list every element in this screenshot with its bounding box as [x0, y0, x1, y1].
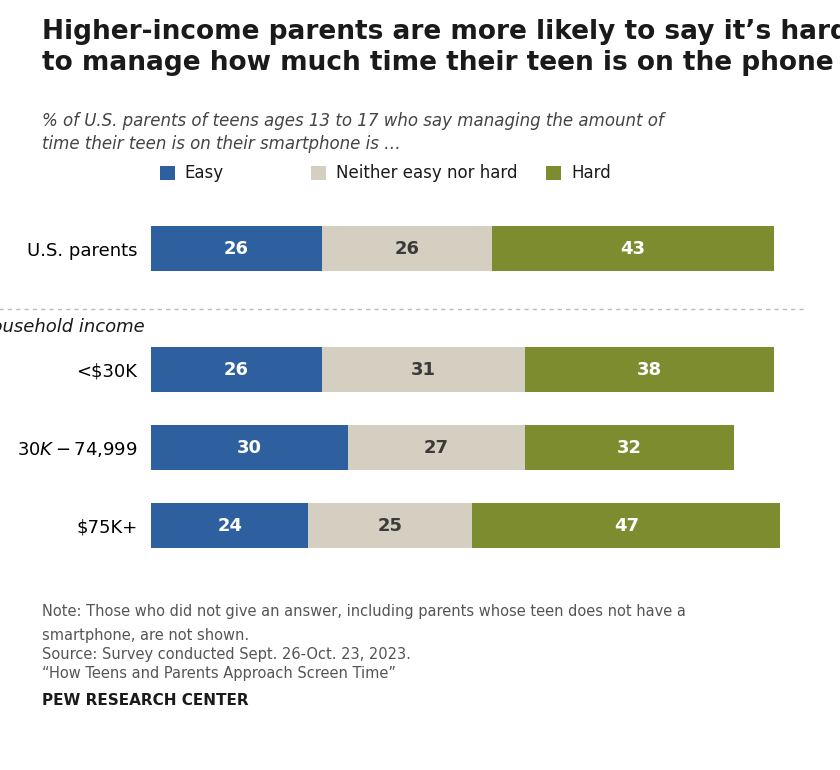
Text: 26: 26: [394, 239, 419, 258]
Text: Higher-income parents are more likely to say it’s hard
to manage how much time t: Higher-income parents are more likely to…: [42, 19, 840, 76]
Bar: [492, 226, 774, 271]
Text: smartphone, are not shown.: smartphone, are not shown.: [42, 628, 249, 642]
Bar: [151, 347, 322, 393]
Text: Household income: Household income: [0, 317, 144, 336]
Text: 43: 43: [620, 239, 645, 258]
Text: 25: 25: [378, 517, 403, 534]
Bar: [322, 347, 525, 393]
Text: 26: 26: [224, 239, 249, 258]
Bar: [348, 425, 525, 470]
Text: 38: 38: [637, 361, 662, 379]
Text: Neither easy nor hard: Neither easy nor hard: [336, 164, 517, 182]
Bar: [151, 425, 348, 470]
Bar: [525, 347, 774, 393]
Text: 27: 27: [423, 439, 449, 457]
Text: Hard: Hard: [571, 164, 611, 182]
Text: 31: 31: [411, 361, 436, 379]
Text: “How Teens and Parents Approach Screen Time”: “How Teens and Parents Approach Screen T…: [42, 666, 396, 681]
Text: % of U.S. parents of teens ages 13 to 17 who say managing the amount of
time the: % of U.S. parents of teens ages 13 to 17…: [42, 112, 664, 153]
Bar: [151, 226, 322, 271]
Text: Easy: Easy: [185, 164, 224, 182]
Bar: [308, 503, 472, 548]
Text: 47: 47: [614, 517, 638, 534]
Bar: [525, 425, 734, 470]
Text: Source: Survey conducted Sept. 26-Oct. 23, 2023.: Source: Survey conducted Sept. 26-Oct. 2…: [42, 647, 411, 661]
Bar: [151, 503, 308, 548]
Text: Note: Those who did not give an answer, including parents whose teen does not ha: Note: Those who did not give an answer, …: [42, 604, 686, 619]
Bar: [472, 503, 780, 548]
Text: 32: 32: [617, 439, 642, 457]
Text: 30: 30: [237, 439, 262, 457]
Bar: [322, 226, 492, 271]
Text: PEW RESEARCH CENTER: PEW RESEARCH CENTER: [42, 693, 249, 708]
Text: 26: 26: [224, 361, 249, 379]
Text: 24: 24: [218, 517, 242, 534]
